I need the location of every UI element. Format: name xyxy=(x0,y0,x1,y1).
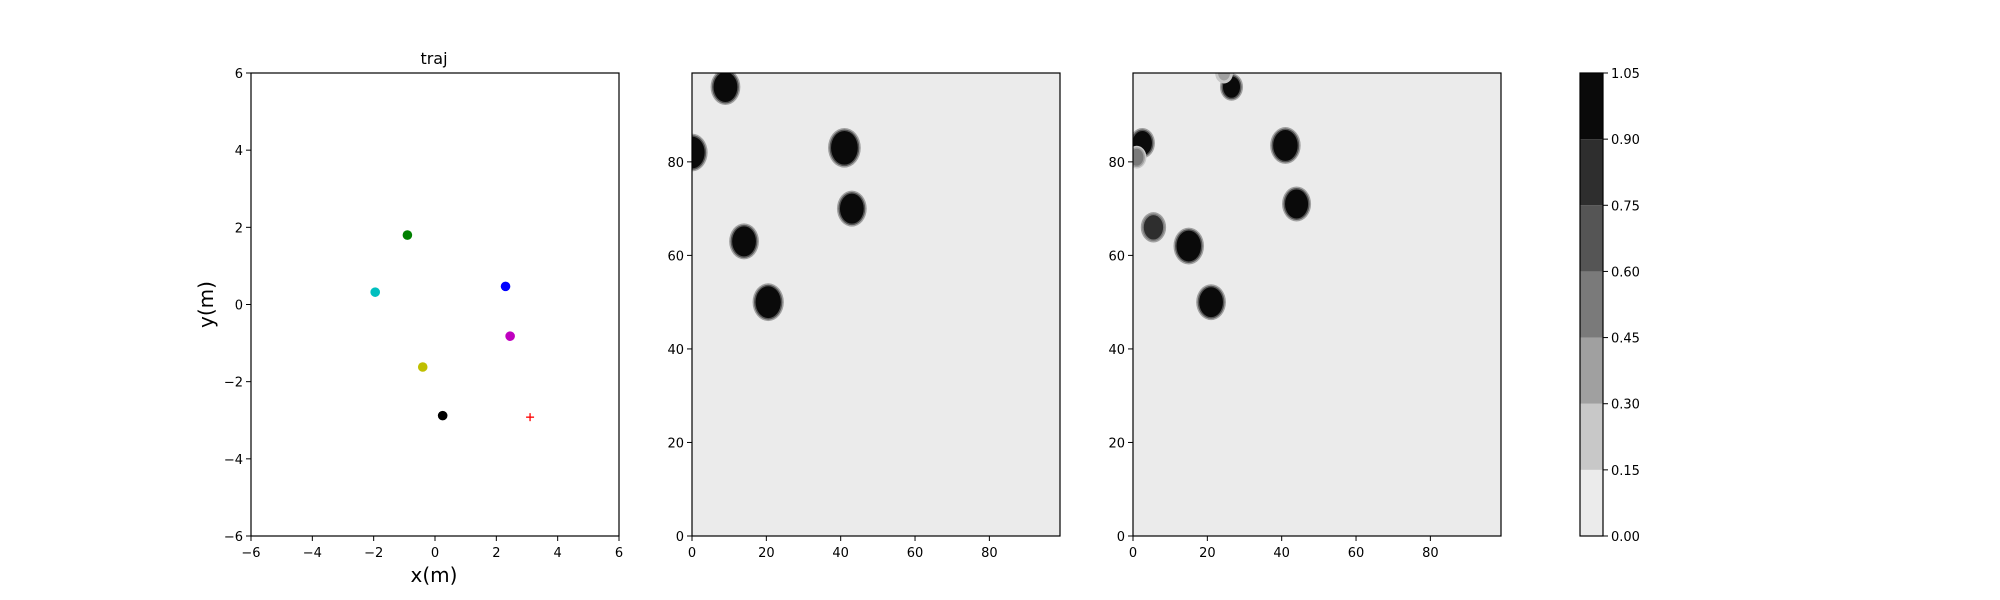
colorbar-tick-label: 0.75 xyxy=(1611,199,1640,214)
colorbar-bands xyxy=(1580,73,1603,536)
heatmap-1-obstacles xyxy=(692,73,867,322)
heatmap-2-frame xyxy=(1132,72,1502,537)
colorbar-band xyxy=(1580,271,1603,338)
heat2-obstacle-3 xyxy=(831,130,858,165)
heat3-x-tick-label: 40 xyxy=(1273,546,1290,561)
traj-x-ticks: −6 −4 −2 0 2 4 6 xyxy=(241,536,623,561)
heat2-x-tick-label: 40 xyxy=(832,546,849,561)
colorbar-ticks: 0.00 0.15 0.30 0.45 0.60 0.75 0.90 1.05 xyxy=(1603,67,1640,545)
heat3-obstacle-9 xyxy=(1199,287,1223,318)
heat2-x-tick-label: 0 xyxy=(688,546,696,561)
traj-y-tick-label: −4 xyxy=(224,453,243,468)
traj-x-tick-label: −2 xyxy=(364,546,383,561)
heat2-obstacle-1 xyxy=(713,73,738,102)
colorbar-tick-label: 0.15 xyxy=(1611,464,1640,479)
colorbar-band xyxy=(1580,403,1603,470)
heat3-obstacle-7 xyxy=(1143,215,1164,240)
traj-x-axis-label: x(m) xyxy=(411,563,458,587)
traj-x-tick-label: 0 xyxy=(431,546,439,561)
colorbar-frame xyxy=(1579,72,1604,537)
traj-y-tick-label: −6 xyxy=(224,530,243,545)
colorbar-tick-label: 0.45 xyxy=(1611,332,1640,347)
agent-point-5 xyxy=(417,362,428,372)
traj-y-tick-label: −2 xyxy=(224,376,243,391)
agent-point-3 xyxy=(500,281,511,292)
colorbar-tick-label: 0.00 xyxy=(1611,530,1640,545)
colorbar-band xyxy=(1580,469,1603,536)
heat2-obstacle-4 xyxy=(839,193,864,224)
colorbar-band xyxy=(1580,139,1603,206)
traj-y-tick-label: 0 xyxy=(235,299,243,314)
agent-point-4 xyxy=(505,331,515,341)
traj-y-ticks: −6 −4 −2 0 2 4 6 xyxy=(224,67,251,545)
heatmap-2-x-ticks: 0 20 40 60 80 xyxy=(1129,536,1439,561)
heatmap-2-obstacles xyxy=(1133,73,1312,321)
heatmap-1-x-ticks: 0 20 40 60 80 xyxy=(688,536,998,561)
heat3-obstacle-6 xyxy=(1285,189,1309,219)
heatmap-2-axes: 0 20 40 60 80 0 20 40 60 80 xyxy=(1108,72,1502,561)
heat3-x-tick-label: 80 xyxy=(1422,546,1439,561)
heat3-y-tick-label: 20 xyxy=(1108,436,1125,451)
heat3-obstacle-4 xyxy=(1133,148,1144,166)
heat2-obstacle-6 xyxy=(755,286,781,319)
heat2-y-tick-label: 40 xyxy=(667,343,684,358)
colorbar-tick-label: 0.90 xyxy=(1611,133,1640,148)
traj-y-tick-label: 6 xyxy=(235,67,243,82)
traj-axes: traj −6 −4 −2 0 2 4 6 −6 −4 −2 0 2 4 6 x(m) y(m) xyxy=(194,49,623,587)
agent-point-1 xyxy=(402,230,413,240)
traj-y-tick-label: 4 xyxy=(235,144,243,159)
traj-y-axis-label: y(m) xyxy=(194,281,218,328)
heat3-x-tick-label: 60 xyxy=(1348,546,1365,561)
heatmap-1-background xyxy=(692,73,1060,536)
colorbar-tick-label: 0.30 xyxy=(1611,398,1640,413)
heat2-y-tick-label: 80 xyxy=(667,156,684,171)
heat3-x-tick-label: 20 xyxy=(1199,546,1216,561)
heat2-x-tick-label: 20 xyxy=(758,546,775,561)
heat2-obstacle-2 xyxy=(692,136,705,169)
traj-y-tick-label: 2 xyxy=(235,221,243,236)
heat3-y-tick-label: 80 xyxy=(1108,156,1125,171)
colorbar: 0.00 0.15 0.30 0.45 0.60 0.75 0.90 1.05 xyxy=(1579,67,1640,545)
traj-x-tick-label: −6 xyxy=(241,546,260,561)
heatmap-2-y-ticks: 0 20 40 60 80 xyxy=(1108,156,1133,545)
traj-points xyxy=(370,230,535,422)
traj-x-tick-label: 6 xyxy=(615,546,623,561)
heat2-y-tick-label: 20 xyxy=(667,436,684,451)
heat2-obstacle-5 xyxy=(732,226,756,257)
heatmap-2-background xyxy=(1133,73,1501,536)
heat2-x-tick-label: 60 xyxy=(907,546,924,561)
heat3-obstacle-5 xyxy=(1273,130,1298,161)
colorbar-band xyxy=(1580,73,1603,140)
traj-x-tick-label: 2 xyxy=(492,546,500,561)
traj-x-tick-label: −4 xyxy=(303,546,322,561)
goal-marker xyxy=(526,413,535,422)
heat3-y-tick-label: 40 xyxy=(1108,343,1125,358)
heat2-y-tick-label: 60 xyxy=(667,249,684,264)
colorbar-tick-label: 0.60 xyxy=(1611,265,1640,280)
heat2-x-tick-label: 80 xyxy=(981,546,998,561)
heat2-y-tick-label: 0 xyxy=(676,530,684,545)
heatmap-1-axes: 0 20 40 60 80 0 20 40 60 80 xyxy=(667,72,1061,561)
heat3-y-tick-label: 60 xyxy=(1108,249,1125,264)
heatmap-1-y-ticks: 0 20 40 60 80 xyxy=(667,156,692,545)
colorbar-tick-label: 1.05 xyxy=(1611,67,1640,82)
heatmap-1-frame xyxy=(691,72,1061,537)
heat3-obstacle-2 xyxy=(1218,73,1231,81)
colorbar-band xyxy=(1580,205,1603,272)
traj-title: traj xyxy=(420,49,447,68)
agent-point-2 xyxy=(370,287,381,297)
traj-x-tick-label: 4 xyxy=(554,546,562,561)
colorbar-band xyxy=(1580,337,1603,404)
heat3-x-tick-label: 0 xyxy=(1129,546,1137,561)
heat3-y-tick-label: 0 xyxy=(1117,530,1125,545)
heat3-obstacle-8 xyxy=(1176,230,1202,262)
agent-point-6 xyxy=(437,410,448,421)
